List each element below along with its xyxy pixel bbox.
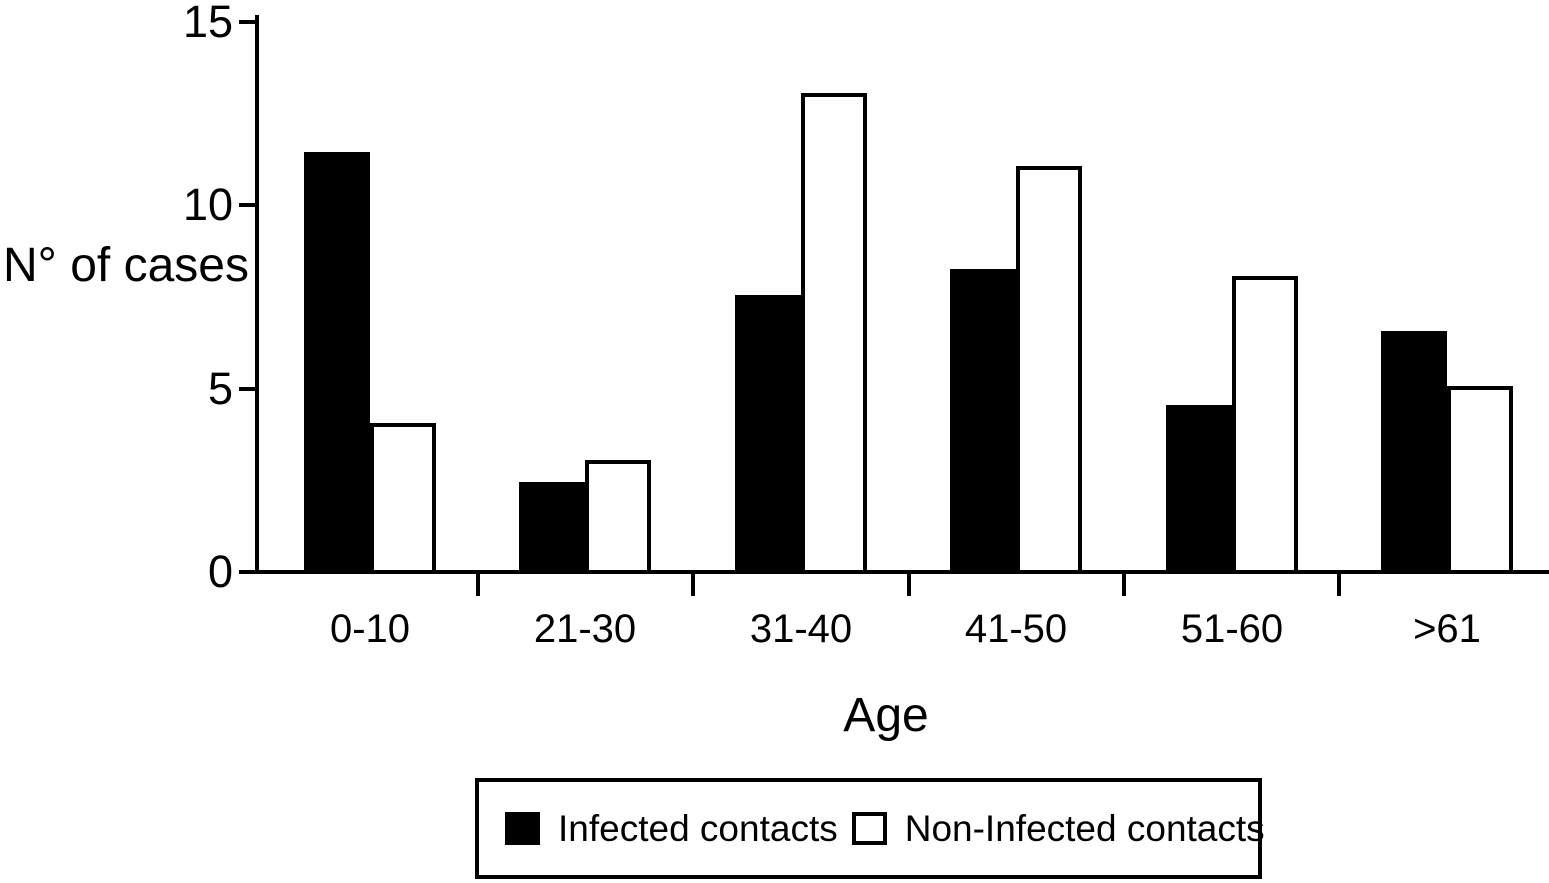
bar-noninfected-0-10 <box>370 423 436 570</box>
y-axis-title: N° of cases <box>3 239 249 292</box>
bar-noninfected-51-60 <box>1232 276 1298 570</box>
y-axis-line <box>255 15 259 574</box>
x-axis-category-label: 41-50 <box>964 607 1068 651</box>
bar-infected-51-60 <box>1166 405 1232 570</box>
x-axis-title: Age <box>843 689 929 742</box>
x-axis-category-label: >61 <box>1413 607 1481 651</box>
x-axis-line <box>255 570 1549 574</box>
y-axis-tick-mark <box>239 19 256 24</box>
bar-noninfected->61 <box>1447 386 1513 570</box>
legend-item-infected: Infected contacts <box>505 808 838 850</box>
bar-infected-21-30 <box>519 482 585 570</box>
bar-noninfected-31-40 <box>801 93 867 570</box>
bar-noninfected-41-50 <box>1016 166 1082 570</box>
bar-infected->61 <box>1381 331 1447 570</box>
x-axis-tick-mark <box>1337 574 1341 596</box>
y-axis-tick-label: 15 <box>182 0 233 47</box>
x-axis-tick-mark <box>691 574 695 596</box>
y-axis-tick-mark <box>239 386 256 391</box>
legend-swatch-open-icon <box>851 812 887 845</box>
legend-swatch-filled-icon <box>505 812 540 845</box>
y-axis-tick-label: 5 <box>207 362 233 414</box>
legend-label: Infected contacts <box>558 807 838 849</box>
x-axis-tick-mark <box>907 574 911 596</box>
x-axis-category-label: 21-30 <box>533 607 637 651</box>
legend-item-noninfected: Non-Infected contacts <box>851 807 1265 850</box>
bar-infected-31-40 <box>735 295 801 570</box>
x-axis-category-label: 0-10 <box>329 607 411 651</box>
x-axis-category-label: 31-40 <box>749 607 853 651</box>
bar-infected-0-10 <box>304 152 370 570</box>
y-axis-tick-mark <box>239 570 256 574</box>
x-axis-category-label: 51-60 <box>1180 607 1284 651</box>
bar-noninfected-21-30 <box>585 460 651 570</box>
legend-label: Non-Infected contacts <box>904 807 1265 849</box>
legend-box: Infected contacts Non-Infected contacts <box>475 778 1265 879</box>
y-axis-tick-mark <box>239 203 256 207</box>
bar-infected-41-50 <box>950 269 1016 570</box>
y-axis-tick-label: 10 <box>182 179 233 230</box>
x-axis-tick-mark <box>476 574 480 596</box>
y-axis-tick-label: 0 <box>207 546 233 597</box>
x-axis-tick-mark <box>1122 574 1126 596</box>
